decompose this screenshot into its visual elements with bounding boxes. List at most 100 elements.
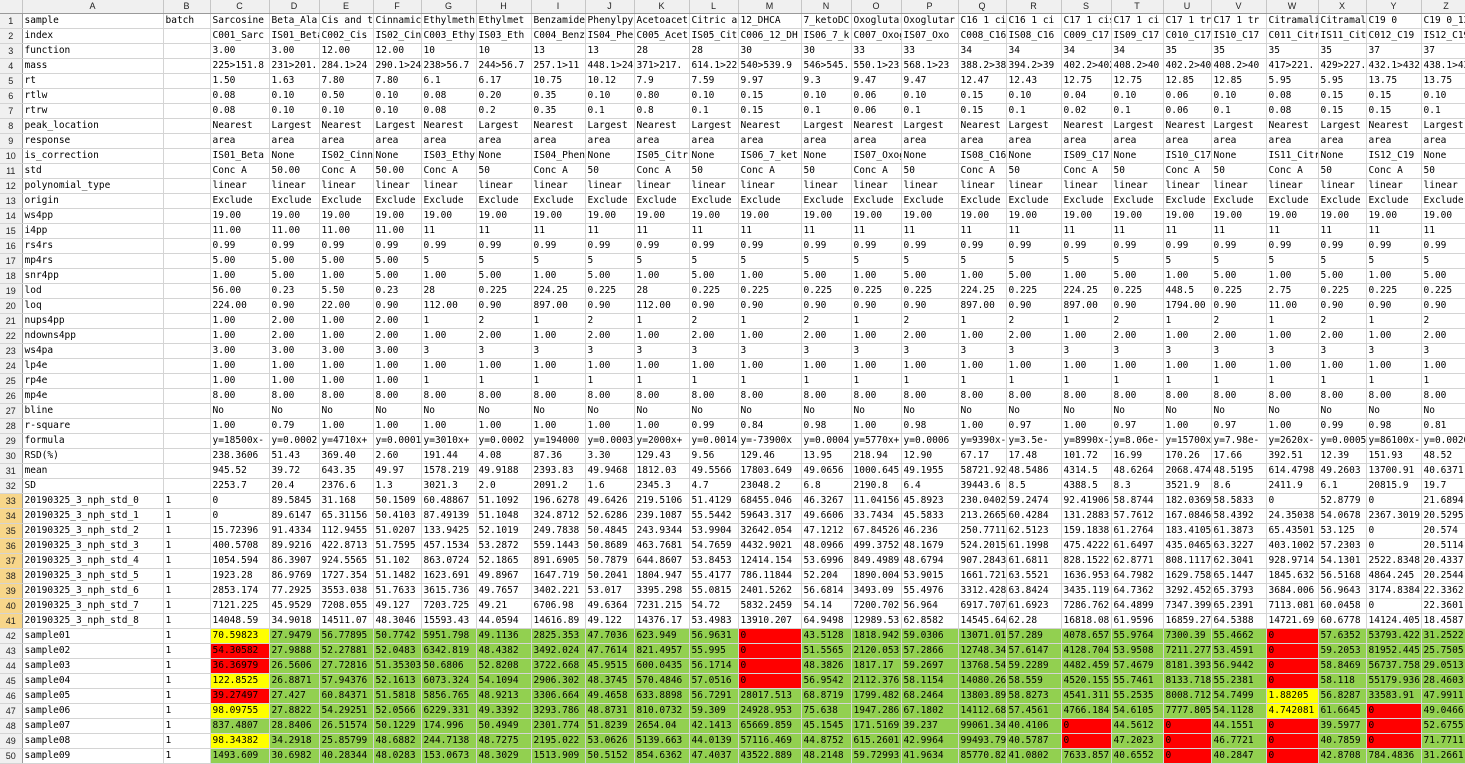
cell-R37[interactable]: 61.6811 [1006,553,1062,569]
cell-L23[interactable]: 3 [689,343,739,359]
cell-B42[interactable]: 1 [163,628,211,644]
cell-C31[interactable]: 945.52 [210,463,270,479]
cell-L30[interactable]: 9.56 [689,448,739,464]
cell-A33[interactable]: 20190325_3_nph_std_0 [22,493,164,509]
cell-O1[interactable]: Oxoglutar [851,13,902,29]
cell-T49[interactable]: 47.2023 [1111,733,1164,749]
cell-P4[interactable]: 568.1>23 [901,58,959,74]
cell-C12[interactable]: linear [210,178,270,194]
cell-X25[interactable]: 1 [1318,373,1367,389]
cell-O34[interactable]: 33.7434 [851,508,902,524]
cell-W9[interactable]: area [1266,133,1319,149]
cell-T7[interactable]: 0.1 [1111,103,1164,119]
cell-R48[interactable]: 40.4106 [1006,718,1062,734]
cell-U17[interactable]: 5 [1163,253,1212,269]
cell-L46[interactable]: 56.7291 [689,688,739,704]
cell-S23[interactable]: 3 [1061,343,1112,359]
cell-H22[interactable]: 2.00 [476,328,532,344]
cell-S27[interactable]: No [1061,403,1112,419]
cell-Q1[interactable]: C16 1 cis [958,13,1007,29]
cell-P43[interactable]: 57.2866 [901,643,959,659]
cell-Y7[interactable]: 0.15 [1366,103,1422,119]
cell-Z5[interactable]: 13.75 [1421,73,1465,89]
cell-B16[interactable] [163,238,211,254]
cell-N16[interactable]: 0.99 [801,238,852,254]
cell-N8[interactable]: Largest [801,118,852,134]
cell-E31[interactable]: 643.35 [319,463,374,479]
cell-K23[interactable]: 3 [634,343,690,359]
cell-T32[interactable]: 8.3 [1111,478,1164,494]
cell-R21[interactable]: 2 [1006,313,1062,329]
cell-K30[interactable]: 129.43 [634,448,690,464]
cell-B14[interactable] [163,208,211,224]
cell-R14[interactable]: 19.00 [1006,208,1062,224]
cell-E4[interactable]: 284.1>24 [319,58,374,74]
cell-B50[interactable]: 1 [163,748,211,764]
cell-R20[interactable]: 0.90 [1006,298,1062,314]
cell-M15[interactable]: 11 [738,223,802,239]
cell-X23[interactable]: 3 [1318,343,1367,359]
cell-H29[interactable]: y=0.0002 [476,433,532,449]
cell-T40[interactable]: 64.4899 [1111,598,1164,614]
cell-R49[interactable]: 40.5787 [1006,733,1062,749]
cell-J32[interactable]: 1.6 [585,478,635,494]
cell-E3[interactable]: 12.00 [319,43,374,59]
cell-W7[interactable]: 0.08 [1266,103,1319,119]
cell-U14[interactable]: 19.00 [1163,208,1212,224]
cell-U37[interactable]: 808.1117 [1163,553,1212,569]
cell-Z36[interactable]: 20.5114 [1421,538,1465,554]
cell-Y16[interactable]: 0.99 [1366,238,1422,254]
row-header[interactable]: 7 [0,103,23,119]
cell-V9[interactable]: area [1211,133,1267,149]
cell-K25[interactable]: 1 [634,373,690,389]
cell-D16[interactable]: 0.99 [269,238,320,254]
cell-A47[interactable]: sample06 [22,703,164,719]
cell-F13[interactable]: Exclude [373,193,422,209]
cell-T3[interactable]: 34 [1111,43,1164,59]
cell-Z10[interactable]: None [1421,148,1465,164]
cell-U21[interactable]: 1 [1163,313,1212,329]
cell-Q6[interactable]: 0.15 [958,88,1007,104]
cell-K5[interactable]: 7.9 [634,73,690,89]
cell-W37[interactable]: 928.9714 [1266,553,1319,569]
cell-N27[interactable]: No [801,403,852,419]
cell-T31[interactable]: 48.6264 [1111,463,1164,479]
cell-H23[interactable]: 3 [476,343,532,359]
cell-D43[interactable]: 27.9888 [269,643,320,659]
cell-J30[interactable]: 3.30 [585,448,635,464]
row-header[interactable]: 50 [0,748,23,764]
cell-P38[interactable]: 53.9015 [901,568,959,584]
cell-E18[interactable]: 1.00 [319,268,374,284]
cell-G11[interactable]: Conc A [421,163,477,179]
cell-K34[interactable]: 239.1087 [634,508,690,524]
cell-Z44[interactable]: 29.0513 [1421,658,1465,674]
cell-Q3[interactable]: 34 [958,43,1007,59]
cell-I47[interactable]: 3293.786 [531,703,586,719]
cell-A14[interactable]: ws4pp [22,208,164,224]
cell-E27[interactable]: No [319,403,374,419]
cell-G48[interactable]: 174.996 [421,718,477,734]
cell-L41[interactable]: 53.4983 [689,613,739,629]
cell-W29[interactable]: y=2620x- [1266,433,1319,449]
cell-F27[interactable]: No [373,403,422,419]
cell-D12[interactable]: linear [269,178,320,194]
cell-H40[interactable]: 49.21 [476,598,532,614]
cell-L25[interactable]: 1 [689,373,739,389]
cell-S22[interactable]: 1.00 [1061,328,1112,344]
cell-F2[interactable]: IS02_Cin [373,28,422,44]
cell-T2[interactable]: IS09_C17 [1111,28,1164,44]
cell-T12[interactable]: linear [1111,178,1164,194]
cell-B37[interactable]: 1 [163,553,211,569]
cell-P25[interactable]: 1 [901,373,959,389]
cell-X32[interactable]: 6.1 [1318,478,1367,494]
cell-M19[interactable]: 0.225 [738,283,802,299]
cell-S39[interactable]: 3435.119 [1061,583,1112,599]
row-header[interactable]: 39 [0,583,23,599]
cell-D21[interactable]: 2.00 [269,313,320,329]
cell-A10[interactable]: is_correction [22,148,164,164]
cell-M11[interactable]: Conc A [738,163,802,179]
cell-P19[interactable]: 0.225 [901,283,959,299]
cell-K33[interactable]: 219.5106 [634,493,690,509]
cell-A1[interactable]: sample [22,13,164,29]
row-header[interactable]: 37 [0,553,23,569]
